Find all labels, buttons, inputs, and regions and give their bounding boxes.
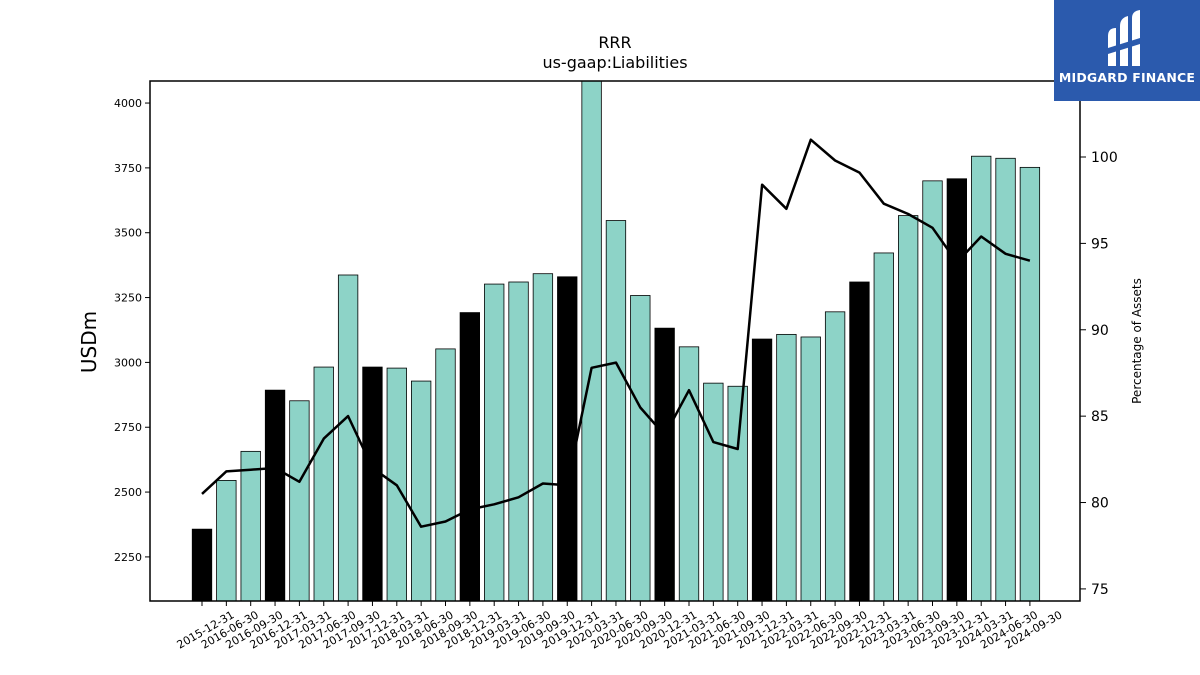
- y-axis-label: USDm: [77, 311, 101, 373]
- y-tick-label: 3250: [114, 292, 142, 305]
- bar-2017-09-30: [337, 274, 359, 602]
- line-series: [201, 138, 1031, 528]
- bar-2023-09-30: [922, 180, 943, 602]
- midgard-finance-logo: MIDGARD FINANCE: [1054, 0, 1200, 101]
- bar-2021-09-30: [727, 385, 748, 602]
- logo-mark-icon: [1108, 10, 1140, 66]
- bar-2022-09-30: [824, 311, 846, 602]
- y2-tick-label: 85: [1091, 409, 1109, 425]
- y-tick-label: 2750: [114, 421, 142, 434]
- chart-title: RRR: [598, 33, 631, 52]
- bar-2018-09-30: [435, 348, 456, 602]
- y-tick-label: 2250: [114, 551, 142, 564]
- y-tick-label: 3750: [114, 162, 142, 175]
- axes: 2250 2500 2750 3000 3250 3500 3750 4000 75 80 85 90…: [114, 80, 1118, 652]
- bar-2023-03-31: [873, 252, 894, 602]
- bar-2017-12-31: [362, 366, 383, 602]
- bar-2016-06-30: [216, 480, 237, 602]
- bar-2022-12-31: [849, 281, 870, 602]
- bar-2020-03-31: [581, 80, 602, 602]
- y2-tick-label: 75: [1091, 582, 1109, 598]
- bar-2015-12-31: [191, 528, 213, 602]
- y2-tick-label: 80: [1091, 496, 1109, 512]
- plot-frame: [149, 80, 1081, 602]
- logo-text: MIDGARD FINANCE: [1058, 70, 1196, 85]
- bar-2019-09-30: [532, 273, 554, 602]
- bar-series: [191, 80, 1041, 602]
- bar-2021-06-30: [703, 382, 724, 602]
- y2-axis-label: Percentage of Assets: [1130, 278, 1144, 404]
- bar-2023-06-30: [898, 215, 919, 602]
- y2-tick-label: 90: [1091, 323, 1109, 339]
- bar-2019-03-31: [484, 283, 505, 602]
- bar-2017-06-30: [313, 366, 334, 602]
- bar-2019-12-31: [557, 276, 578, 602]
- percentage-line: [201, 138, 1031, 528]
- bar-2021-12-31: [751, 338, 773, 602]
- bar-2024-06-30: [995, 157, 1016, 602]
- y2-tick-label: 95: [1091, 236, 1109, 252]
- bar-2020-09-30: [630, 295, 651, 602]
- bar-2016-09-30: [240, 450, 261, 602]
- bar-2024-09-30: [1019, 166, 1041, 602]
- bar-2018-12-31: [459, 312, 481, 602]
- y-tick-label: 2500: [114, 486, 142, 499]
- y2-tick-label: 100: [1091, 150, 1118, 166]
- bar-2022-06-30: [800, 336, 821, 602]
- chart-subtitle: us-gaap:Liabilities: [542, 53, 687, 72]
- bar-2024-03-31: [971, 155, 992, 602]
- bar-2017-03-31: [289, 400, 310, 602]
- y-tick-label: 3500: [114, 227, 142, 240]
- bar-2020-06-30: [605, 220, 627, 602]
- bar-2016-12-31: [264, 389, 286, 602]
- bar-2023-12-31: [946, 178, 967, 602]
- bar-2018-06-30: [410, 380, 432, 602]
- y-tick-label: 4000: [114, 97, 142, 110]
- bar-2021-03-31: [678, 346, 700, 602]
- bar-2019-06-30: [508, 281, 529, 602]
- bar-2022-03-31: [776, 333, 797, 602]
- y-tick-label: 3000: [114, 356, 142, 369]
- bar-2020-12-31: [654, 327, 675, 602]
